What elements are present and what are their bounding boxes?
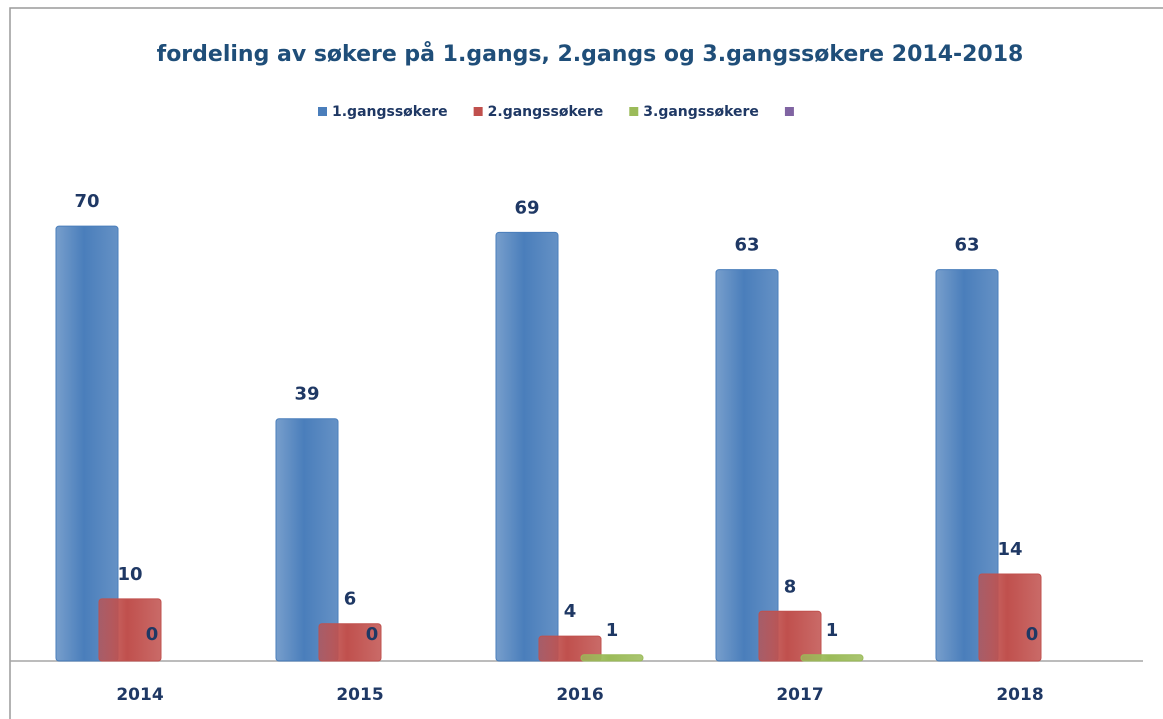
data-label: 69 bbox=[514, 197, 539, 218]
data-label: 4 bbox=[564, 601, 577, 622]
bar bbox=[935, 269, 999, 662]
x-tick-label: 2016 bbox=[556, 685, 603, 705]
data-label: 1 bbox=[826, 620, 839, 641]
bar bbox=[318, 623, 382, 662]
data-label: 63 bbox=[734, 235, 759, 256]
data-label: 1 bbox=[606, 620, 619, 641]
bar bbox=[715, 269, 779, 662]
legend-label: 3.gangssøkere bbox=[643, 104, 759, 120]
data-label: 14 bbox=[997, 539, 1022, 560]
data-label: 39 bbox=[294, 384, 319, 405]
bar bbox=[580, 654, 644, 662]
legend-swatch bbox=[784, 107, 794, 116]
bar bbox=[800, 654, 864, 662]
bar bbox=[55, 225, 119, 662]
bar bbox=[495, 231, 559, 662]
legend-swatch bbox=[629, 107, 639, 116]
bar bbox=[98, 598, 162, 662]
legend-swatch bbox=[473, 107, 483, 116]
data-label: 0 bbox=[146, 624, 159, 645]
x-tick-label: 2014 bbox=[116, 685, 163, 705]
data-label: 6 bbox=[344, 589, 357, 610]
x-tick-label: 2018 bbox=[996, 685, 1043, 705]
bar bbox=[275, 418, 339, 662]
data-label: 63 bbox=[954, 235, 979, 256]
bar bbox=[758, 610, 822, 662]
x-tick-label: 2017 bbox=[776, 685, 823, 705]
x-tick-label: 2015 bbox=[336, 685, 383, 705]
data-label: 0 bbox=[1026, 624, 1039, 645]
legend-label: 2.gangssøkere bbox=[488, 104, 604, 120]
chart-title: fordeling av søkere på 1.gangs, 2.gangs … bbox=[157, 41, 1024, 67]
data-label: 0 bbox=[366, 624, 379, 645]
legend-swatch bbox=[318, 107, 327, 116]
legend-label: 1.gangssøkere bbox=[332, 104, 448, 120]
bar bbox=[978, 573, 1042, 662]
data-label: 70 bbox=[74, 191, 99, 212]
data-label: 10 bbox=[117, 564, 142, 585]
data-label: 8 bbox=[784, 576, 797, 597]
